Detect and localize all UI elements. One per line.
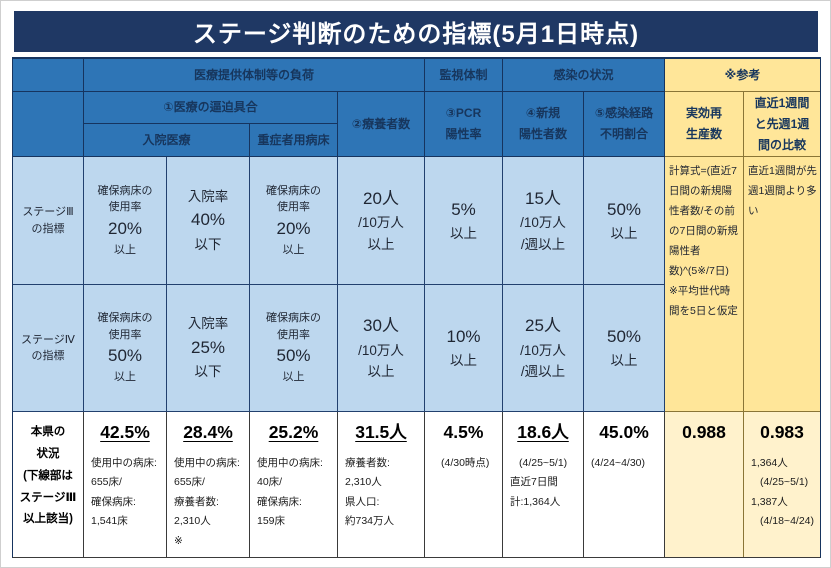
stage4-hospitalization-rate: 入院率 25% 以下 bbox=[167, 285, 250, 412]
indicator-table: 医療提供体制等の負荷 監視体制 感染の状況 ※参考 ①医療の逼迫具合 ②療養者数… bbox=[12, 57, 821, 558]
pref-unknown-route: 45.0% (4/24~4/30) bbox=[584, 412, 665, 557]
stage3-hospitalization-rate: 入院率 40% 以下 bbox=[167, 157, 250, 285]
header-medical-tightness: ①医療の逼迫具合 bbox=[84, 92, 338, 124]
pref-effective-rt: 0.988 bbox=[665, 412, 744, 557]
stage3-new-positives: 15人/10万人/週以上 bbox=[503, 157, 584, 285]
stage3-severe-bed-usage: 確保病床の 使用率 20% 以上 bbox=[250, 157, 338, 285]
stage3-label: ステージⅢ の指標 bbox=[13, 157, 84, 285]
header-effective-rt: 実効再 生産数 bbox=[665, 92, 744, 157]
header-unknown-route: ⑤感染経路 不明割合 bbox=[584, 92, 665, 157]
stage4-label: ステージⅣ の指標 bbox=[13, 285, 84, 412]
header-monitoring: 監視体制 bbox=[425, 59, 503, 92]
pref-patients: 31.5人 療養者数: 2,310人 県人口: 約734万人 bbox=[338, 412, 425, 557]
corner-cell-top bbox=[13, 59, 84, 92]
pref-pcr-rate: 4.5% (4/30時点) bbox=[425, 412, 503, 557]
stage4-pcr-rate: 10% 以上 bbox=[425, 285, 503, 412]
header-reference: ※参考 bbox=[665, 59, 820, 92]
header-week-comparison: 直近1週間 と先週1週 間の比較 bbox=[744, 92, 820, 157]
pref-new-positives: 18.6人 (4/25~5/1) 直近7日間 計:1,364人 bbox=[503, 412, 584, 557]
pref-severe-bed-usage: 25.2% 使用中の病床: 40床/確保病床: 159床 bbox=[250, 412, 338, 557]
stage4-severe-bed-usage: 確保病床の 使用率 50% 以上 bbox=[250, 285, 338, 412]
rt-formula-note: 計算式=(直近7日間の新規陽性者数/その前の7日間の新規陽性者数)^(5※/7日… bbox=[665, 157, 744, 412]
stage4-patients: 30人/10万人 以上 bbox=[338, 285, 425, 412]
header-pcr-rate: ③PCR 陽性率 bbox=[425, 92, 503, 157]
page-title: ステージ判断のための指標(5月1日時点) bbox=[14, 11, 818, 52]
stage3-patients: 20人/10万人 以上 bbox=[338, 157, 425, 285]
week-comparison-criterion: 直近1週間が先週1週間より多い bbox=[744, 157, 820, 412]
pref-bed-usage-rate: 42.5% 使用中の病床: 655床/確保病床: 1,541床 bbox=[84, 412, 167, 557]
stage3-pcr-rate: 5% 以上 bbox=[425, 157, 503, 285]
stage4-unknown-route: 50% 以上 bbox=[584, 285, 665, 412]
header-inpatient-care: 入院医療 bbox=[84, 124, 250, 157]
header-medical-load: 医療提供体制等の負荷 bbox=[84, 59, 425, 92]
header-new-positives: ④新規 陽性者数 bbox=[503, 92, 584, 157]
stage4-bed-usage-rate: 確保病床の 使用率 50% 以上 bbox=[84, 285, 167, 412]
corner-cell-main bbox=[13, 92, 84, 157]
pref-status-label: 本県の 状況 (下線部は ステージⅢ 以上該当) bbox=[13, 412, 84, 557]
header-infection-status: 感染の状況 bbox=[503, 59, 665, 92]
stage3-unknown-route: 50% 以上 bbox=[584, 157, 665, 285]
header-severe-beds: 重症者用病床 bbox=[250, 124, 338, 157]
pref-hospitalization-rate: 28.4% 使用中の病床: 655床/療養者数: 2,310人 ※ bbox=[167, 412, 250, 557]
pref-week-comparison: 0.983 1,364人 (4/25~5/1) 1,387人 (4/18~4/24) bbox=[744, 412, 820, 557]
header-patients-count: ②療養者数 bbox=[338, 92, 425, 157]
stage4-new-positives: 25人/10万人/週以上 bbox=[503, 285, 584, 412]
stage3-bed-usage-rate: 確保病床の 使用率 20% 以上 bbox=[84, 157, 167, 285]
